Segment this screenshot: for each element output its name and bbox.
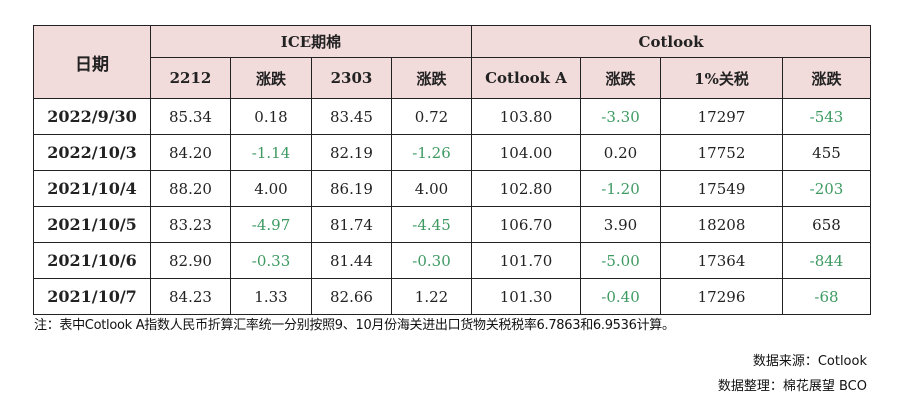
column-header: Cotlook A	[471, 57, 581, 99]
table-row: 2021/10/6 82.90 -0.33 81.44 -0.30 101.70 -5.00…	[33, 242, 871, 279]
price-table: 日期 ICE期棉 Cotlook 2212 涨跌 2303 涨跌 Cotlook A 涨跌…	[33, 25, 871, 315]
value-cell: 658	[782, 206, 871, 243]
date-cell: 2021/10/5	[33, 206, 151, 243]
date-cell: 2021/10/7	[33, 278, 151, 315]
value-cell: 0.18	[230, 98, 312, 135]
column-header: 涨跌	[230, 57, 312, 99]
column-header: 涨跌	[580, 57, 661, 99]
value-cell: -0.33	[230, 242, 312, 279]
value-cell: 103.80	[471, 98, 581, 135]
date-cell: 2022/10/3	[33, 134, 151, 171]
value-cell: 106.70	[471, 206, 581, 243]
value-cell: 17549	[660, 170, 783, 207]
table-row: 2022/10/3 84.20 -1.14 82.19 -1.26 104.00 0.20 1…	[33, 134, 871, 171]
value-cell: 101.70	[471, 242, 581, 279]
value-cell: 82.19	[311, 134, 392, 171]
value-cell: 102.80	[471, 170, 581, 207]
value-cell: 81.74	[311, 206, 392, 243]
column-header: 1%关税	[660, 57, 783, 99]
footnote: 注：表中Cotlook A指数人民币折算汇率统一分别按照9、10月份海关进出口货…	[34, 318, 675, 333]
data-compiler: 数据整理：棉花展望 BCO	[717, 379, 867, 394]
value-cell: 86.19	[311, 170, 392, 207]
column-header: 涨跌	[391, 57, 472, 99]
value-cell: 83.45	[311, 98, 392, 135]
value-cell: 17297	[660, 98, 783, 135]
value-cell: -1.26	[391, 134, 472, 171]
ice-group-header: ICE期棉	[150, 25, 472, 58]
value-cell: 85.34	[150, 98, 231, 135]
value-cell: 0.72	[391, 98, 472, 135]
value-cell: 17296	[660, 278, 783, 315]
value-cell: 81.44	[311, 242, 392, 279]
value-cell: -1.14	[230, 134, 312, 171]
column-header: 涨跌	[782, 57, 871, 99]
value-cell: -0.40	[580, 278, 661, 315]
value-cell: 1.33	[230, 278, 312, 315]
date-cell: 2021/10/4	[33, 170, 151, 207]
value-cell: 82.66	[311, 278, 392, 315]
value-cell: -0.30	[391, 242, 472, 279]
value-cell: 18208	[660, 206, 783, 243]
table-row: 2022/9/30 85.34 0.18 83.45 0.72 103.80 -3.30 17…	[33, 98, 871, 135]
value-cell: -5.00	[580, 242, 661, 279]
value-cell: 455	[782, 134, 871, 171]
value-cell: 4.00	[230, 170, 312, 207]
column-header: 2303	[311, 57, 392, 99]
value-cell: 17364	[660, 242, 783, 279]
value-cell: 0.20	[580, 134, 661, 171]
value-cell: -203	[782, 170, 871, 207]
value-cell: 3.90	[580, 206, 661, 243]
value-cell: 1.22	[391, 278, 472, 315]
value-cell: 4.00	[391, 170, 472, 207]
value-cell: -4.45	[391, 206, 472, 243]
value-cell: -844	[782, 242, 871, 279]
value-cell: 101.30	[471, 278, 581, 315]
column-header: 2212	[150, 57, 231, 99]
value-cell: -4.97	[230, 206, 312, 243]
date-cell: 2021/10/6	[33, 242, 151, 279]
value-cell: 82.90	[150, 242, 231, 279]
value-cell: -543	[782, 98, 871, 135]
date-header: 日期	[33, 25, 151, 99]
data-source: 数据来源：Cotlook	[752, 354, 867, 369]
value-cell: 84.23	[150, 278, 231, 315]
date-cell: 2022/9/30	[33, 98, 151, 135]
value-cell: 88.20	[150, 170, 231, 207]
table-row: 2021/10/5 83.23 -4.97 81.74 -4.45 106.70 3.90 1…	[33, 206, 871, 243]
table-row: 2021/10/7 84.23 1.33 82.66 1.22 101.30 -0.40 17…	[33, 278, 871, 315]
value-cell: -1.20	[580, 170, 661, 207]
value-cell: -3.30	[580, 98, 661, 135]
value-cell: 17752	[660, 134, 783, 171]
cotlook-group-header: Cotlook	[471, 25, 871, 58]
value-cell: 104.00	[471, 134, 581, 171]
value-cell: 83.23	[150, 206, 231, 243]
table-row: 2021/10/4 88.20 4.00 86.19 4.00 102.80 -1.20 17…	[33, 170, 871, 207]
value-cell: -68	[782, 278, 871, 315]
value-cell: 84.20	[150, 134, 231, 171]
